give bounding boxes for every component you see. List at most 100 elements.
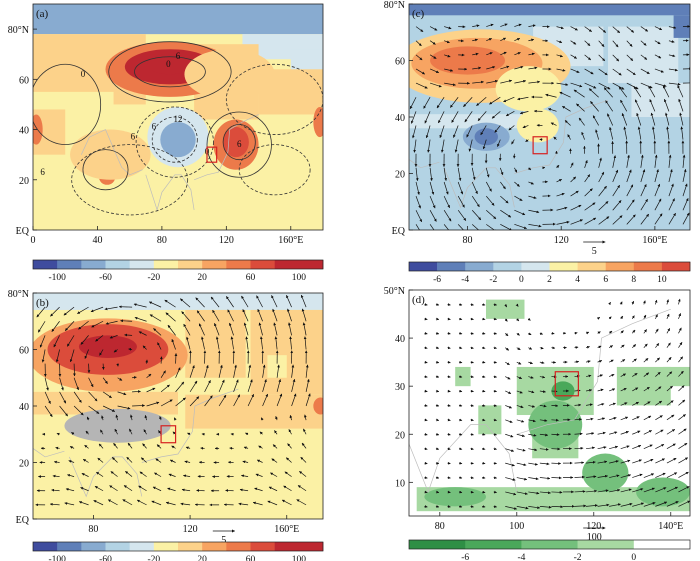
wind-vector bbox=[493, 389, 497, 393]
colorbar-tick-label: 4 bbox=[575, 275, 580, 285]
wind-vector bbox=[500, 51, 507, 56]
wind-vector bbox=[514, 209, 526, 216]
wind-vector bbox=[620, 445, 630, 450]
wind-vector bbox=[640, 82, 653, 89]
wind-vector bbox=[109, 335, 118, 339]
wind-vector bbox=[486, 79, 498, 84]
wind-vector bbox=[180, 502, 191, 506]
colorbar-segment bbox=[577, 540, 635, 549]
wind-vector bbox=[595, 129, 600, 140]
wind-vector bbox=[424, 389, 428, 393]
wind-vector bbox=[623, 126, 628, 140]
wind-vector bbox=[528, 433, 537, 437]
colorbar-tick-label: 100 bbox=[292, 273, 307, 283]
wind-vector bbox=[516, 361, 522, 365]
wind-vector bbox=[447, 360, 451, 364]
wind-vector bbox=[516, 506, 529, 510]
contour-line bbox=[108, 41, 232, 103]
wind-vector bbox=[505, 433, 514, 438]
wind-vector bbox=[528, 506, 541, 509]
wind-vector bbox=[680, 126, 684, 140]
wind-vector bbox=[291, 393, 297, 407]
wind-vector bbox=[273, 322, 278, 336]
wind-vector bbox=[493, 317, 497, 321]
wind-vector bbox=[539, 476, 551, 480]
wind-vector bbox=[666, 313, 670, 319]
wind-vector bbox=[516, 462, 527, 467]
wind-vector bbox=[415, 68, 425, 75]
wind-vector bbox=[285, 457, 292, 463]
wind-vector bbox=[447, 317, 451, 321]
wind-vector bbox=[666, 356, 672, 363]
wind-vector bbox=[242, 460, 249, 464]
colorbar-segment bbox=[226, 260, 251, 269]
wind-vector bbox=[482, 418, 486, 422]
wind-vector bbox=[486, 65, 496, 70]
contour-label: 6 bbox=[176, 51, 181, 61]
wind-vector bbox=[287, 443, 292, 449]
wind-vector bbox=[584, 82, 597, 89]
wind-vector bbox=[472, 66, 482, 70]
wind-vector bbox=[643, 473, 655, 478]
y-tick-label: 50°N bbox=[384, 286, 405, 297]
wind-vector bbox=[73, 391, 82, 403]
wind-vector bbox=[504, 318, 508, 322]
wind-vector bbox=[654, 198, 662, 211]
wind-vector bbox=[109, 485, 118, 492]
wind-vector bbox=[548, 108, 557, 112]
wind-vector bbox=[682, 154, 686, 168]
wind-vector bbox=[493, 418, 497, 422]
wind-vector bbox=[556, 178, 562, 183]
wind-vector bbox=[204, 364, 209, 378]
wind-vector bbox=[514, 23, 522, 27]
wind-vector bbox=[666, 443, 676, 449]
contour-line bbox=[82, 149, 129, 191]
wind-vector bbox=[666, 299, 669, 305]
colorbar-segment bbox=[521, 540, 578, 549]
wind-vector bbox=[435, 447, 440, 451]
wind-vector bbox=[678, 342, 683, 348]
wind-vector bbox=[585, 346, 590, 349]
wind-vector bbox=[598, 216, 610, 225]
wind-vector bbox=[640, 184, 647, 197]
wind-vector bbox=[654, 40, 661, 45]
wind-vector bbox=[291, 364, 295, 378]
wind-vector bbox=[516, 477, 528, 481]
wind-vector bbox=[493, 432, 497, 436]
colorbar-segment bbox=[178, 260, 203, 269]
colorbar-segment bbox=[409, 540, 466, 549]
wind-vector bbox=[175, 381, 185, 393]
wind-vector bbox=[612, 155, 617, 168]
wind-vector bbox=[632, 401, 639, 406]
wind-vector bbox=[609, 374, 615, 377]
wind-vector bbox=[640, 40, 647, 46]
wind-vector bbox=[415, 167, 419, 181]
wind-vector bbox=[165, 312, 176, 322]
wind-vector bbox=[429, 26, 438, 31]
masked-plateau-region bbox=[64, 408, 171, 443]
wind-vector bbox=[556, 26, 564, 30]
field-patch bbox=[478, 405, 502, 435]
wind-vector bbox=[636, 112, 642, 126]
wind-vector bbox=[556, 164, 560, 169]
colorbar-segment bbox=[661, 262, 691, 271]
wind-vector bbox=[97, 457, 104, 463]
wind-vector bbox=[662, 85, 670, 98]
wind-vector bbox=[632, 488, 644, 493]
wind-vector bbox=[494, 125, 501, 133]
wind-vector bbox=[586, 432, 595, 435]
wind-vector bbox=[424, 346, 428, 350]
wind-vector bbox=[123, 485, 133, 492]
wind-vector bbox=[184, 460, 191, 464]
wind-vector bbox=[218, 379, 225, 393]
wind-vector bbox=[181, 311, 191, 322]
field-anomaly bbox=[147, 54, 193, 75]
wind-vector bbox=[525, 139, 529, 143]
colorbar-tick-label: -6 bbox=[461, 553, 469, 561]
wind-vector bbox=[516, 405, 524, 409]
wind-vector bbox=[305, 364, 309, 378]
wind-vector bbox=[482, 404, 486, 407]
coastline bbox=[145, 174, 195, 212]
wind-vector bbox=[678, 428, 687, 435]
wind-vector bbox=[584, 188, 593, 197]
